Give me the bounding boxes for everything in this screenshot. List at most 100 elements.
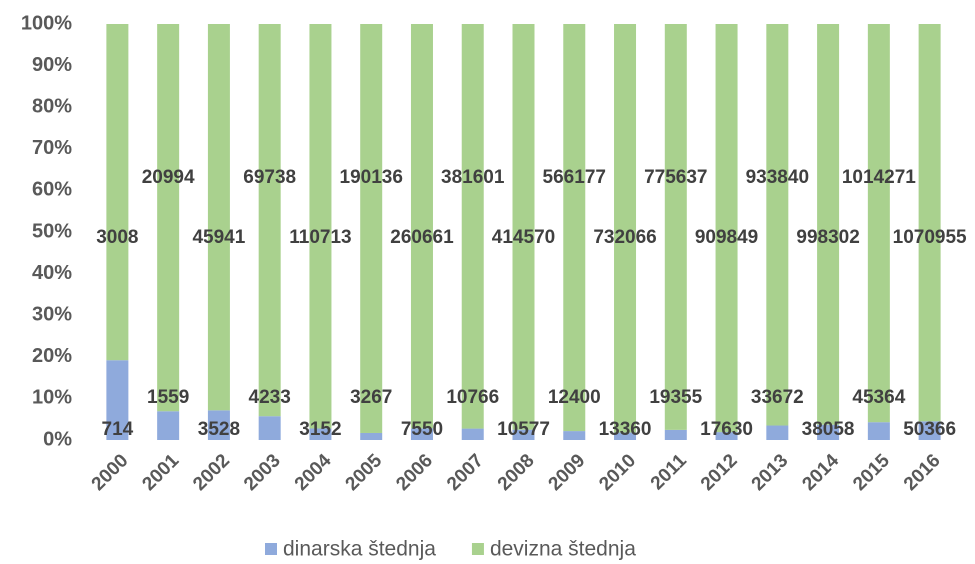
legend-swatch [265,543,277,555]
data-label: 1014271 [842,167,916,188]
x-tick-label: 2015 [849,450,894,495]
data-label: 50366 [903,419,956,440]
y-tick-label: 70% [32,137,72,159]
x-tick-label: 2003 [240,450,285,495]
data-label: 13360 [599,419,652,440]
bar-segment [207,410,230,440]
data-label: 4233 [249,387,291,408]
x-tick-label: 2010 [595,450,640,495]
x-tick-label: 2011 [647,450,691,494]
x-tick-label: 2001 [138,450,183,495]
legend-label: devizna štednja [490,538,636,561]
data-label: 775637 [644,167,707,188]
bar-segment [207,24,230,411]
data-label: 110713 [289,227,351,248]
bar-segment [867,422,890,440]
x-tick-label: 2005 [342,450,387,495]
data-label: 566177 [543,167,606,188]
y-tick-label: 10% [32,387,72,409]
bar-segment [106,360,129,440]
x-tick-label: 2012 [697,450,742,495]
bar-segment [360,24,383,433]
bar-segment [664,24,687,430]
y-tick-label: 90% [32,54,72,76]
bar-segment [360,432,383,440]
bar-segment [867,24,890,423]
data-label: 414570 [492,227,555,248]
x-tick-label: 2016 [900,450,945,495]
x-tick-label: 2014 [798,450,843,495]
y-tick-label: 60% [32,179,72,201]
bar-segment [309,428,332,440]
data-label: 45941 [192,227,245,248]
bar-segment [614,432,637,440]
data-label: 909849 [695,227,758,248]
data-label: 1070955 [893,227,967,248]
data-label: 45364 [852,387,905,408]
data-label: 20994 [142,167,195,188]
y-tick-label: 40% [32,262,72,284]
bar-segment [918,421,941,440]
data-label: 998302 [796,227,859,248]
data-label: 33672 [751,387,804,408]
bar-segment [106,24,129,361]
data-label: 17630 [700,419,753,440]
bar-segment [258,416,281,440]
data-label: 3267 [350,387,392,408]
bar-segment [157,411,180,440]
data-label: 19355 [649,387,702,408]
data-label: 12400 [548,387,601,408]
bar-segment [715,24,738,433]
data-label: 69738 [243,167,296,188]
data-label: 3008 [96,227,138,248]
bar-segment [309,24,332,429]
data-label: 1559 [147,387,189,408]
data-label: 3152 [299,419,341,440]
legend-swatch [471,543,484,555]
data-label: 3528 [198,419,240,440]
bar-segment [664,429,687,440]
x-tick-label: 2006 [392,450,437,495]
x-tick-label: 2002 [189,450,234,495]
bar-segment [461,24,484,429]
bar-segment [157,24,180,412]
data-label: 38058 [802,419,855,440]
x-tick-label: 2008 [494,450,539,495]
data-label: 260661 [390,227,454,248]
data-label: 933840 [746,167,809,188]
data-label: 732066 [593,227,656,248]
y-tick-label: 30% [32,303,72,325]
bar-segment [817,424,840,440]
bar-segment [817,24,840,425]
y-tick-label: 50% [32,220,72,242]
y-tick-label: 80% [32,95,72,117]
data-label: 714 [102,419,134,440]
data-label: 10766 [446,387,499,408]
bar-segment [258,24,281,417]
y-tick-label: 20% [32,345,72,367]
x-tick-label: 2004 [291,450,336,495]
bar-segment [563,24,586,432]
bar-segment [563,431,586,440]
bar-segment [766,24,789,426]
bar-segment [410,428,433,440]
x-tick-label: 2007 [443,450,488,495]
x-tick-label: 2000 [88,450,133,495]
bar-segment [512,24,535,430]
y-tick-label: 100% [21,12,72,34]
bar-segment [715,432,738,440]
y-tick-label: 0% [43,428,72,450]
data-label: 7550 [401,419,443,440]
legend-label: dinarska štednja [283,538,436,561]
data-label: 381601 [441,167,505,188]
data-label: 10577 [497,419,550,440]
data-label: 190136 [340,167,403,188]
bar-segment [766,425,789,440]
bar-segment [512,429,535,440]
bar-segment [918,24,941,422]
bar-segment [410,24,433,429]
bar-segment [461,428,484,440]
bar-segment [614,24,637,433]
x-tick-label: 2009 [545,450,590,495]
